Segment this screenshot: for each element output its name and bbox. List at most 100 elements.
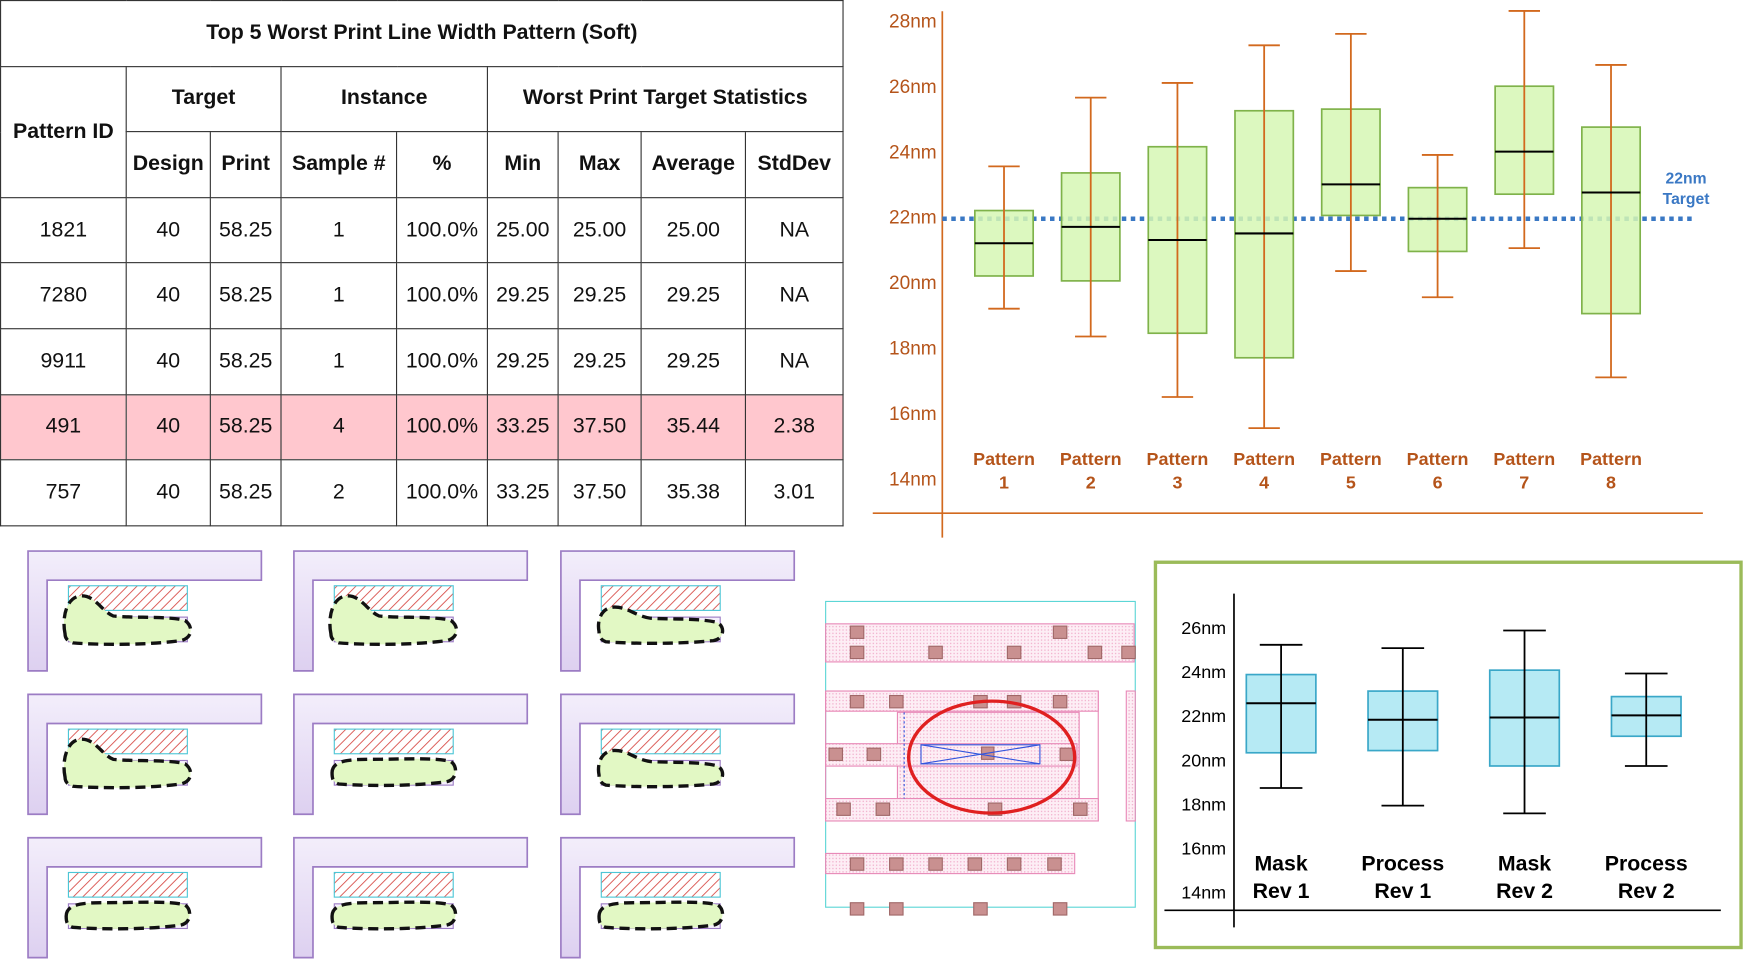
l-shape — [560, 836, 796, 959]
y-tick-label: 18nm — [1181, 794, 1226, 814]
table-row: Top 5 Worst Print Line Width Pattern (So… — [0, 0, 844, 67]
x-tick-label: 5 — [1346, 473, 1356, 493]
via — [1073, 802, 1088, 816]
print-contour — [62, 594, 193, 647]
table-cell: NA — [744, 328, 844, 395]
table-header: Worst Print Target Statistics — [486, 65, 844, 133]
table-cell: 25.00 — [557, 196, 642, 264]
table-cell: 58.25 — [209, 459, 282, 527]
via — [889, 694, 904, 709]
y-tick-label: 26nm — [889, 77, 937, 98]
table-cell: 58.25 — [209, 393, 282, 461]
table-header: Design — [125, 131, 211, 198]
print-contour — [596, 748, 725, 789]
x-tick-label: 3 — [1172, 473, 1182, 493]
table-cell: 4 — [280, 393, 398, 461]
l-shape — [293, 836, 529, 959]
via — [1047, 857, 1062, 871]
table-cell: 29.25 — [640, 262, 746, 330]
via — [1052, 694, 1068, 709]
table-cell: NA — [744, 196, 844, 264]
x-tick-label: Rev 2 — [1496, 879, 1553, 903]
via — [1006, 857, 1022, 871]
table-row: 491 40 58.25 4 100.0% 33.25 37.50 35.44 2.38 — [0, 393, 844, 461]
y-tick-label: 26nm — [1181, 618, 1226, 638]
table-cell: 35.38 — [640, 459, 746, 527]
table-cell: 100.0% — [395, 459, 488, 527]
table-row: Design Print Sample #% Min Max Average StdDev — [1, 131, 844, 198]
table-cell: 58.25 — [209, 196, 282, 264]
y-tick-label: 24nm — [889, 142, 937, 163]
table-cell: 25.00 — [486, 196, 559, 264]
y-tick-label: 18nm — [889, 339, 937, 360]
table-row: 757 40 58.25 2 100.0% 33.25 37.50 35.38 3.01 — [0, 459, 844, 527]
table-cell: 29.25 — [557, 328, 642, 395]
l-shape — [560, 693, 796, 816]
y-tick-label: 22nm — [1181, 706, 1226, 726]
highlight-circle — [906, 699, 1077, 815]
hatched-target — [600, 871, 721, 898]
layout-band — [1125, 690, 1136, 822]
l-shape — [560, 550, 796, 672]
table-cell: 757 — [0, 459, 127, 527]
table-row: 9911 40 58.25 1 100.0% 29.25 29.25 29.25 NA — [0, 328, 844, 395]
via — [889, 857, 904, 871]
target-label: 22nm — [1666, 171, 1707, 188]
via — [1052, 625, 1068, 639]
x-tick-label: 4 — [1259, 473, 1269, 493]
table-cell: 29.25 — [486, 262, 559, 330]
via — [849, 694, 865, 709]
via — [928, 645, 943, 660]
table-header: Pattern ID — [0, 65, 127, 198]
table-cell: 35.44 — [640, 393, 746, 461]
print-contour — [597, 900, 725, 931]
via — [828, 747, 844, 762]
table-header: Instance — [280, 65, 488, 133]
table-header: % — [395, 131, 488, 198]
table-cell: 40 — [125, 393, 211, 461]
y-tick-label: 14nm — [889, 470, 937, 491]
y-tick-label: 22nm — [889, 208, 937, 229]
layout-vias — [828, 625, 1136, 916]
table-cell: 2 — [280, 459, 398, 527]
x-tick-label: Pattern — [1493, 449, 1555, 469]
x-tick-label: 1 — [999, 473, 1009, 493]
table-header: Max — [557, 131, 642, 198]
x-tick-label: Mask — [1254, 851, 1307, 875]
table-cell: 100.0% — [395, 393, 488, 461]
via — [928, 857, 943, 871]
table-cell: 1 — [280, 196, 398, 264]
table-cell: 40 — [125, 196, 211, 264]
table-cell: 100.0% — [395, 196, 488, 264]
print-contour — [330, 757, 458, 788]
hatched-target — [600, 585, 721, 611]
chart: 14nm 16nm 18nm 20nm 22nm 24nm 26nm Mask Rev 1 Pro… — [1164, 593, 1721, 928]
via — [836, 802, 851, 816]
layout-target — [920, 744, 1041, 765]
hatched-target — [333, 871, 454, 898]
via — [875, 802, 891, 816]
via — [1087, 645, 1103, 660]
table-cell: 29.25 — [557, 262, 642, 330]
table-header: Min — [486, 131, 559, 198]
l-shape — [293, 693, 529, 816]
via — [967, 857, 983, 871]
table-cell: 58.25 — [209, 328, 282, 395]
x-tick-label: Process — [1361, 851, 1444, 875]
y-tick-label: 24nm — [1181, 662, 1226, 682]
via — [1006, 645, 1022, 660]
table-cell: 40 — [125, 459, 211, 527]
print-contour — [596, 605, 725, 646]
via — [1121, 645, 1136, 660]
chart: 14nm 16nm 18nm 20nm 22nm 24nm 26nm 28nm 22nm Targ… — [872, 10, 1711, 538]
via — [849, 857, 865, 871]
via — [849, 625, 865, 639]
table-header: Average — [640, 131, 746, 198]
via — [973, 902, 988, 916]
via — [1052, 902, 1068, 916]
stats-table: Top 5 Worst Print Line Width Pattern (So… — [0, 0, 844, 527]
x-tick-label: Pattern — [1320, 449, 1382, 469]
target-label: Target — [1663, 191, 1711, 208]
